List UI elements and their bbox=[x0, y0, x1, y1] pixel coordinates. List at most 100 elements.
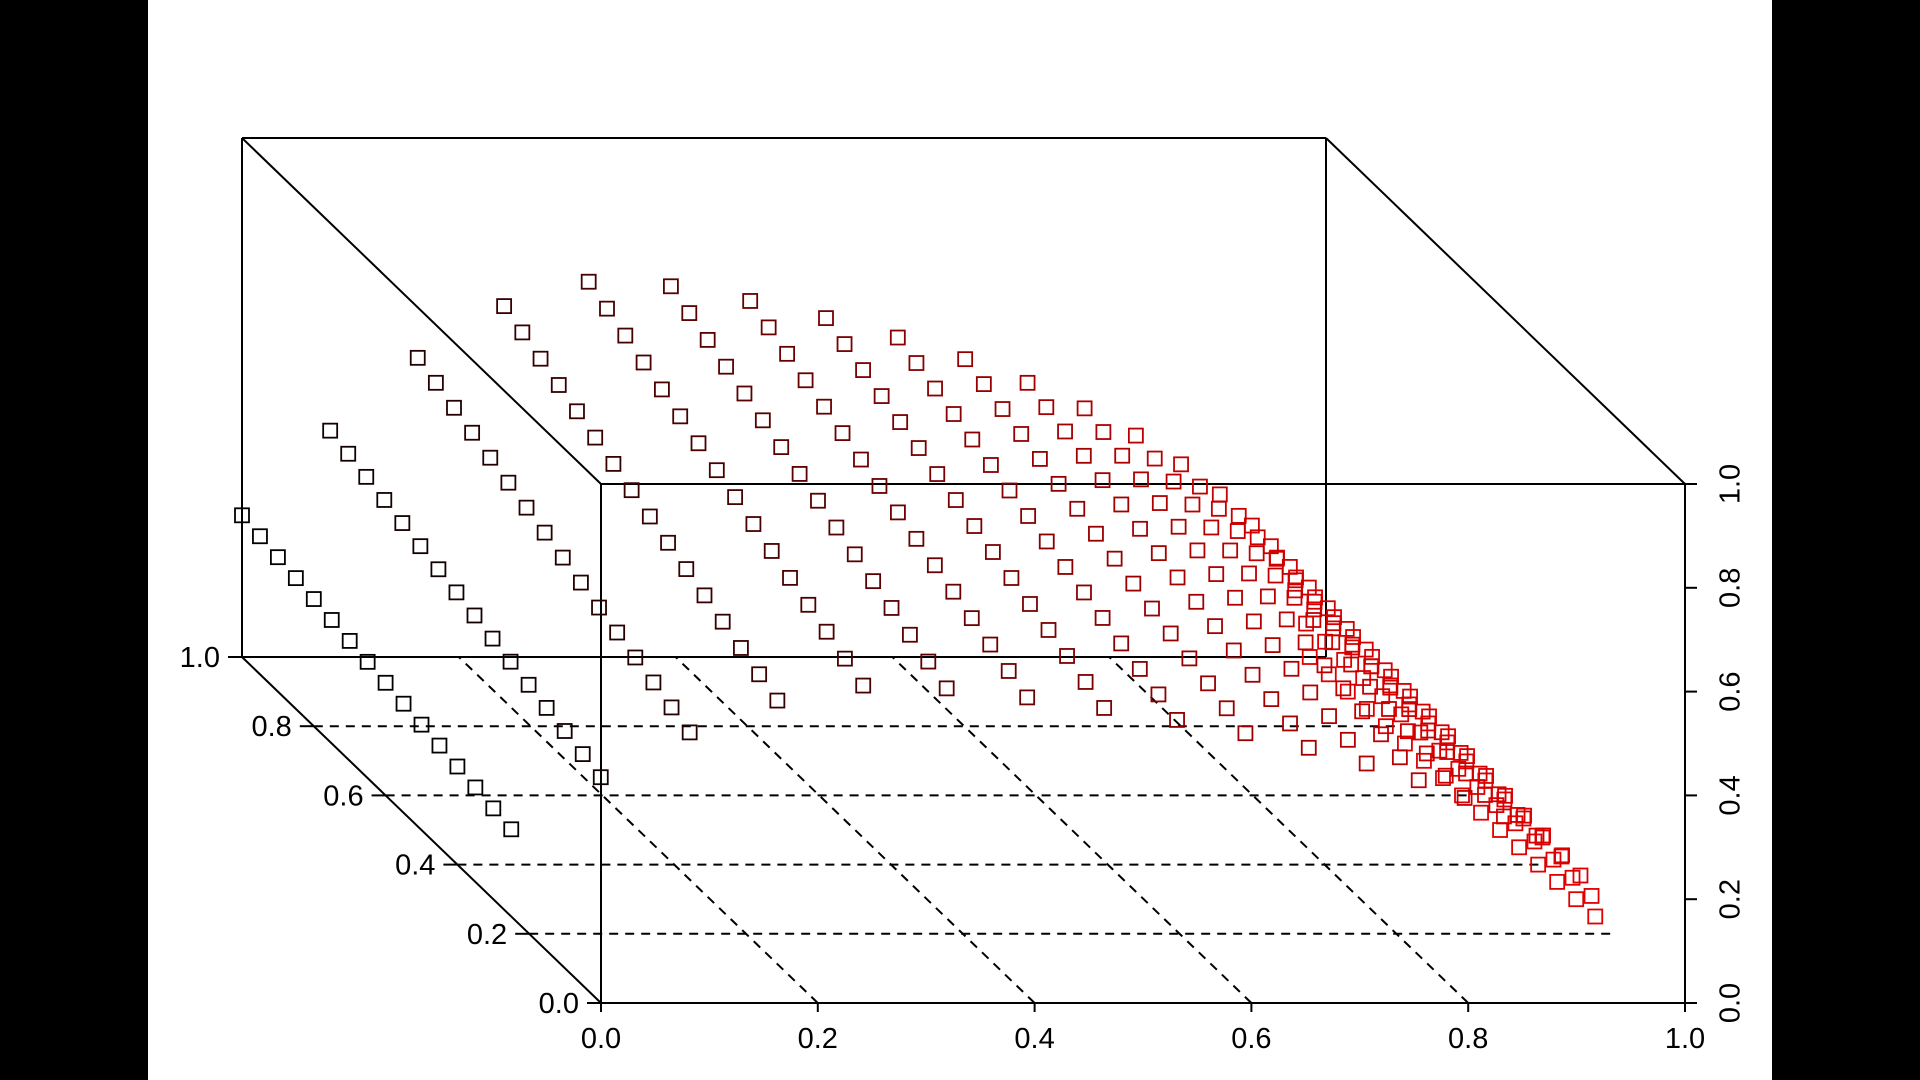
data-point bbox=[1059, 648, 1075, 664]
data-point bbox=[889, 329, 906, 346]
box-edge-right-top bbox=[1325, 137, 1686, 485]
data-point bbox=[1094, 610, 1111, 626]
data-point bbox=[1456, 790, 1473, 806]
data-point bbox=[920, 653, 937, 670]
data-point bbox=[1169, 712, 1185, 728]
data-point bbox=[1150, 545, 1167, 562]
data-point bbox=[654, 381, 670, 398]
data-point bbox=[681, 305, 698, 321]
grid-line-x bbox=[891, 656, 1253, 1004]
data-point bbox=[1358, 701, 1375, 717]
data-point bbox=[446, 399, 462, 416]
data-point bbox=[1554, 847, 1570, 864]
data-point bbox=[1040, 622, 1057, 638]
data-point bbox=[975, 376, 992, 393]
data-point bbox=[1001, 482, 1018, 499]
data-point bbox=[1324, 634, 1341, 651]
x-tick-label: 0.0 bbox=[581, 1023, 621, 1055]
data-point bbox=[1339, 683, 1356, 700]
data-point bbox=[1320, 666, 1337, 683]
data-point bbox=[1189, 542, 1206, 559]
data-point bbox=[270, 549, 286, 566]
data-point bbox=[853, 451, 869, 468]
data-point bbox=[1077, 674, 1094, 690]
data-point bbox=[1410, 772, 1427, 789]
data-point bbox=[635, 354, 652, 371]
data-point bbox=[810, 492, 826, 509]
x-tick-label: 0.2 bbox=[798, 1023, 838, 1055]
data-point bbox=[627, 649, 644, 666]
data-point bbox=[1244, 666, 1261, 683]
data-point bbox=[1377, 718, 1394, 735]
data-point bbox=[617, 327, 634, 344]
data-point bbox=[573, 574, 589, 591]
data-point bbox=[1210, 500, 1227, 517]
data-point bbox=[1132, 520, 1148, 537]
data-point bbox=[1076, 400, 1093, 417]
data-point bbox=[1094, 472, 1111, 489]
data-point bbox=[340, 445, 357, 462]
data-points bbox=[234, 273, 1604, 925]
data-point bbox=[395, 695, 412, 712]
z-tick-label: 0.0 bbox=[1715, 983, 1747, 1023]
box-edge-left-bottom bbox=[241, 656, 602, 1004]
data-point bbox=[1165, 473, 1182, 490]
data-point bbox=[234, 507, 250, 524]
data-point bbox=[252, 528, 268, 545]
data-point bbox=[1230, 507, 1247, 524]
data-point bbox=[660, 534, 676, 551]
data-point bbox=[484, 630, 501, 647]
data-point bbox=[1587, 908, 1604, 925]
data-point bbox=[536, 524, 553, 541]
data-point bbox=[1339, 731, 1356, 748]
data-point bbox=[322, 422, 339, 439]
data-point bbox=[1362, 678, 1378, 695]
data-point bbox=[982, 457, 999, 473]
data-point bbox=[782, 569, 798, 586]
data-point bbox=[1113, 635, 1130, 652]
data-point bbox=[672, 408, 689, 425]
data-point bbox=[1316, 657, 1333, 674]
data-point bbox=[1391, 749, 1408, 766]
data-point bbox=[769, 692, 786, 709]
z-tick-label: 1.0 bbox=[1715, 464, 1747, 504]
data-point bbox=[1181, 650, 1198, 667]
data-point bbox=[412, 538, 429, 555]
axes: 0.0 0.2 0.4 0.6 0.8 1.0 0.0 0.2 0.4 0.6 0.8 1.0 0.0 0… bbox=[180, 464, 1747, 1055]
data-point bbox=[908, 355, 925, 371]
data-point bbox=[1473, 804, 1489, 821]
y-tick-label: 0.2 bbox=[467, 919, 507, 951]
data-point bbox=[681, 724, 698, 741]
data-point bbox=[550, 377, 567, 393]
data-point bbox=[1222, 542, 1239, 559]
data-point bbox=[1245, 613, 1262, 630]
data-point bbox=[1420, 722, 1437, 739]
data-point bbox=[467, 779, 484, 796]
data-point bbox=[1553, 848, 1570, 865]
data-point bbox=[846, 546, 863, 563]
data-point bbox=[1530, 856, 1547, 873]
data-point bbox=[745, 516, 762, 532]
data-point bbox=[828, 519, 845, 536]
data-point bbox=[1169, 569, 1186, 586]
data-point bbox=[1075, 447, 1092, 464]
z-tick-label: 0.8 bbox=[1715, 568, 1747, 608]
data-point bbox=[464, 424, 481, 441]
data-point bbox=[855, 677, 872, 694]
data-point bbox=[1259, 588, 1276, 605]
data-point bbox=[945, 406, 962, 422]
data-point bbox=[1363, 658, 1380, 675]
data-point bbox=[645, 674, 662, 691]
data-point bbox=[1321, 708, 1337, 725]
data-point bbox=[1069, 500, 1086, 517]
data-point bbox=[1283, 660, 1300, 677]
data-point bbox=[696, 587, 713, 604]
data-point bbox=[574, 746, 591, 763]
data-point bbox=[908, 530, 925, 547]
data-point bbox=[742, 293, 759, 309]
data-point bbox=[1568, 891, 1585, 908]
data-point bbox=[1207, 618, 1223, 635]
data-point bbox=[1127, 427, 1144, 444]
data-point bbox=[1583, 888, 1600, 904]
data-point bbox=[1297, 634, 1314, 651]
